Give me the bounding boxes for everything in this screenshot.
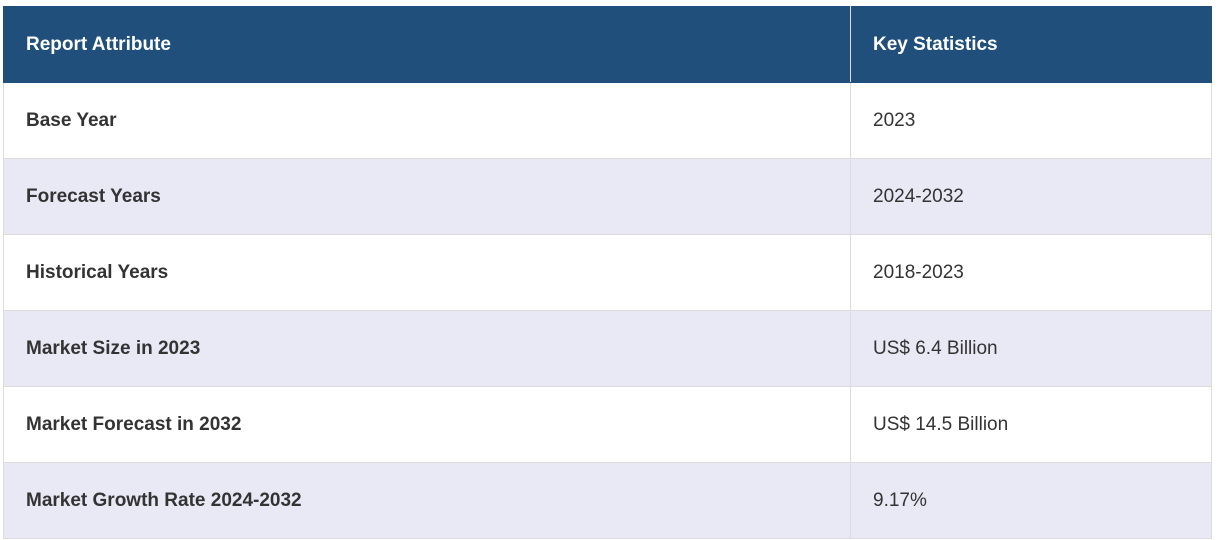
report-table: Report Attribute Key Statistics Base Year… bbox=[3, 6, 1212, 539]
value-cell: 2024-2032 bbox=[850, 158, 1212, 235]
table-head: Report Attribute Key Statistics bbox=[3, 6, 1212, 83]
attribute-cell: Market Forecast in 2032 bbox=[3, 386, 851, 463]
attribute-cell: Base Year bbox=[3, 82, 851, 159]
table-row: Forecast Years 2024-2032 bbox=[3, 158, 1212, 235]
attribute-cell: Forecast Years bbox=[3, 158, 851, 235]
attribute-cell: Market Growth Rate 2024-2032 bbox=[3, 462, 851, 539]
attribute-cell: Market Size in 2023 bbox=[3, 310, 851, 387]
value-cell: 9.17% bbox=[850, 462, 1212, 539]
table-row: Market Size in 2023 US$ 6.4 Billion bbox=[3, 310, 1212, 387]
table-row: Historical Years 2018-2023 bbox=[3, 234, 1212, 311]
table-body: Base Year 2023 Forecast Years 2024-2032 Hist… bbox=[3, 82, 1212, 539]
value-cell: US$ 14.5 Billion bbox=[850, 386, 1212, 463]
value-cell: 2018-2023 bbox=[850, 234, 1212, 311]
table-row: Base Year 2023 bbox=[3, 82, 1212, 159]
table-row: Market Forecast in 2032 US$ 14.5 Billion bbox=[3, 386, 1212, 463]
table-row: Market Growth Rate 2024-2032 9.17% bbox=[3, 462, 1212, 539]
value-cell: US$ 6.4 Billion bbox=[850, 310, 1212, 387]
header-row: Report Attribute Key Statistics bbox=[3, 6, 1212, 83]
attribute-cell: Historical Years bbox=[3, 234, 851, 311]
header-cell: Report Attribute bbox=[3, 6, 851, 83]
value-cell: 2023 bbox=[850, 82, 1212, 159]
header-cell: Key Statistics bbox=[850, 6, 1212, 83]
